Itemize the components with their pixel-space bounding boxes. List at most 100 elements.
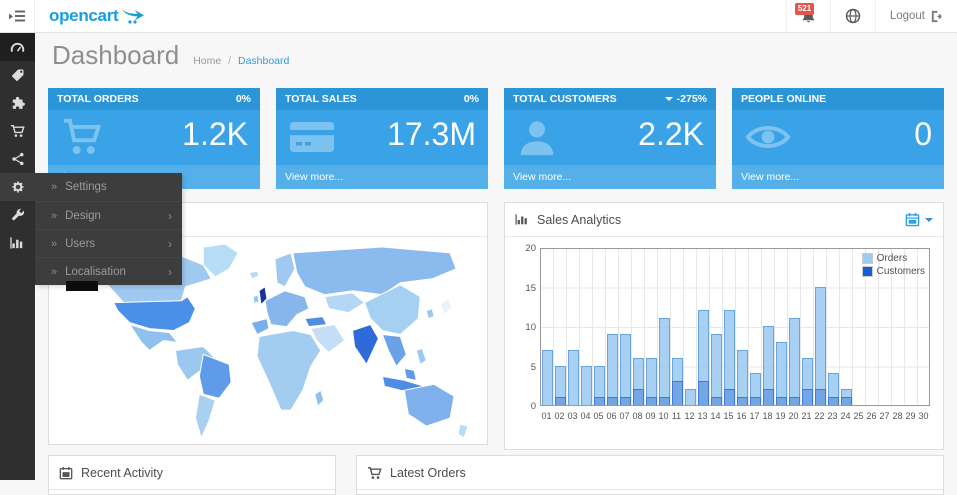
credit-card-icon bbox=[288, 117, 336, 157]
sidebar-item-catalog[interactable] bbox=[0, 61, 35, 89]
date-range-dropdown-button[interactable] bbox=[905, 212, 933, 227]
customers-bar bbox=[594, 397, 605, 405]
tile-total-sales: TOTAL SALES 0% 17.3M View more... bbox=[276, 88, 488, 189]
chart-plot-area[interactable]: Orders Customers bbox=[540, 248, 930, 406]
flyout-item-design[interactable]: » Design › bbox=[35, 201, 182, 229]
tile-title: TOTAL ORDERS bbox=[57, 93, 139, 105]
opencart-logo[interactable]: opencart bbox=[49, 0, 145, 32]
globe-icon bbox=[845, 8, 861, 24]
latest-orders-header: Latest Orders bbox=[357, 456, 943, 490]
tile-total-customers: TOTAL CUSTOMERS -275% 2.2K View more... bbox=[504, 88, 716, 189]
view-more-link[interactable]: View more... bbox=[504, 165, 716, 189]
orders-bar bbox=[633, 357, 644, 405]
tile-change: 0% bbox=[463, 93, 479, 105]
stores-button[interactable] bbox=[829, 0, 875, 32]
page-header: Dashboard Home / Dashboard bbox=[52, 40, 289, 71]
view-more-link[interactable]: View more... bbox=[732, 165, 944, 189]
customers-bar bbox=[672, 381, 683, 405]
flyout-item-localisation[interactable]: » Localisation › bbox=[35, 257, 182, 285]
sidebar-item-system[interactable] bbox=[0, 173, 35, 201]
legend-label: Customers bbox=[876, 266, 925, 277]
customers-bar bbox=[828, 397, 839, 405]
x-axis-tick-label: 11 bbox=[671, 411, 682, 421]
x-axis-tick-label: 07 bbox=[619, 411, 630, 421]
y-axis-tick-label: 5 bbox=[530, 361, 536, 373]
customers-bar bbox=[737, 397, 748, 405]
breadcrumb-current-link[interactable]: Dashboard bbox=[237, 55, 290, 67]
system-flyout-menu: » Settings › » Design › » Users › » Loca… bbox=[35, 173, 182, 285]
x-axis-tick-label: 06 bbox=[606, 411, 617, 421]
customers-bar bbox=[815, 389, 826, 405]
cart-icon bbox=[10, 124, 25, 137]
top-header: opencart 521 Logout bbox=[0, 0, 957, 33]
view-more-link[interactable]: View more... bbox=[276, 165, 488, 189]
x-axis-tick-label: 10 bbox=[658, 411, 669, 421]
sidebar-item-reports[interactable] bbox=[0, 229, 35, 257]
x-axis-tick-label: 17 bbox=[749, 411, 760, 421]
x-axis-tick-label: 22 bbox=[814, 411, 825, 421]
customers-bar bbox=[607, 397, 618, 405]
tile-value: 2.2K bbox=[638, 116, 704, 152]
flyout-item-settings[interactable]: » Settings › bbox=[35, 173, 182, 201]
x-axis-tick-label: 09 bbox=[645, 411, 656, 421]
double-chevron-icon: » bbox=[51, 265, 58, 278]
sidebar-item-marketing[interactable] bbox=[0, 145, 35, 173]
wrench-icon bbox=[11, 208, 24, 221]
cart-icon bbox=[367, 466, 382, 479]
orders-bar bbox=[802, 357, 813, 405]
sidebar-toggle-button[interactable] bbox=[0, 0, 35, 32]
page-title: Dashboard bbox=[52, 40, 180, 70]
customers-bar bbox=[555, 397, 566, 405]
view-more-label: View more... bbox=[741, 171, 800, 183]
customers-bar bbox=[620, 397, 631, 405]
x-axis-tick-label: 13 bbox=[697, 411, 708, 421]
x-axis-tick-label: 19 bbox=[775, 411, 786, 421]
calendar-icon bbox=[59, 466, 73, 479]
orders-bar bbox=[737, 349, 748, 405]
notification-badge: 521 bbox=[794, 3, 815, 15]
customers-bar bbox=[659, 397, 670, 405]
menu-list-icon bbox=[9, 10, 25, 21]
x-axis-tick-label: 18 bbox=[762, 411, 773, 421]
customers-bar bbox=[789, 397, 800, 405]
notifications-button[interactable]: 521 bbox=[785, 0, 830, 32]
orders-bar bbox=[542, 349, 553, 405]
gear-icon bbox=[11, 181, 24, 193]
sidebar-item-tools[interactable] bbox=[0, 201, 35, 229]
orders-bar bbox=[555, 365, 566, 405]
orders-bar bbox=[776, 341, 787, 405]
chart-panel-header: Sales Analytics bbox=[505, 203, 943, 237]
sidebar-item-sales[interactable] bbox=[0, 117, 35, 145]
x-axis-tick-label: 26 bbox=[866, 411, 877, 421]
x-axis-tick-label: 21 bbox=[801, 411, 812, 421]
breadcrumb-home-link[interactable]: Home bbox=[193, 55, 222, 67]
puzzle-icon bbox=[12, 96, 25, 109]
orders-bar bbox=[620, 333, 631, 405]
customers-bar bbox=[802, 389, 813, 405]
x-axis-tick-label: 20 bbox=[788, 411, 799, 421]
y-axis-tick-label: 10 bbox=[525, 322, 536, 333]
x-axis-tick-label: 25 bbox=[853, 411, 864, 421]
orders-bar bbox=[581, 365, 592, 405]
x-axis-tick-label: 02 bbox=[554, 411, 565, 421]
tile-title: PEOPLE ONLINE bbox=[741, 93, 827, 105]
x-axis-tick-label: 29 bbox=[905, 411, 916, 421]
chevron-right-icon: › bbox=[168, 236, 172, 251]
tile-change: 0% bbox=[235, 93, 251, 105]
flyout-item-users[interactable]: » Users › bbox=[35, 229, 182, 257]
flyout-label: Localisation bbox=[65, 265, 126, 278]
x-axis-tick-label: 24 bbox=[840, 411, 851, 421]
flyout-label: Design bbox=[65, 209, 101, 222]
orders-bar bbox=[724, 310, 735, 405]
flyout-label: Users bbox=[65, 237, 96, 250]
orders-bar bbox=[750, 373, 761, 405]
tile-value: 1.2K bbox=[182, 116, 248, 152]
header-actions: 521 Logout bbox=[785, 0, 957, 32]
recent-activity-header: Recent Activity bbox=[49, 456, 335, 490]
x-axis-tick-label: 27 bbox=[879, 411, 890, 421]
latest-orders-title: Latest Orders bbox=[390, 465, 466, 480]
customers-bar bbox=[841, 397, 852, 405]
logout-button[interactable]: Logout bbox=[874, 0, 957, 32]
sidebar-item-dashboard[interactable] bbox=[0, 33, 35, 61]
sidebar-item-extensions[interactable] bbox=[0, 89, 35, 117]
